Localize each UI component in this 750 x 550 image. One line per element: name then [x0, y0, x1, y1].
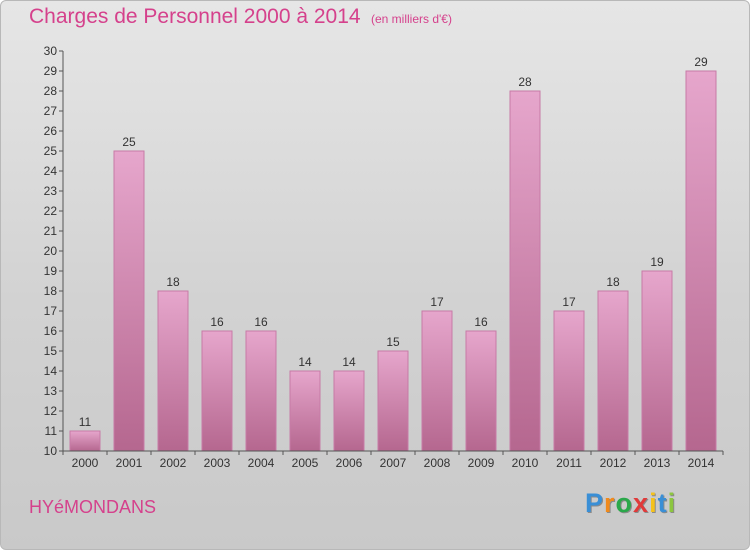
x-tick-label: 2014: [688, 456, 715, 470]
bar-2011: [553, 310, 585, 452]
x-tick-label: 2000: [72, 456, 99, 470]
logo-letter: x: [633, 488, 650, 518]
bar-value-label: 16: [474, 315, 488, 329]
y-tick-label: 30: [44, 44, 58, 58]
x-tick-label: 2011: [556, 456, 582, 470]
y-tick-label: 17: [44, 304, 58, 318]
logo-letter: t: [657, 488, 668, 518]
y-tick-label: 26: [44, 124, 58, 138]
bar-2000: [69, 430, 101, 452]
bar-2003: [201, 330, 233, 452]
y-tick-label: 19: [44, 264, 58, 278]
y-tick-label: 23: [44, 184, 58, 198]
bar-value-label: 29: [694, 55, 708, 69]
logo-letter: r: [604, 488, 616, 518]
y-tick-label: 12: [44, 404, 58, 418]
y-tick-label: 22: [44, 204, 58, 218]
y-tick-label: 18: [44, 284, 58, 298]
x-tick-label: 2006: [336, 456, 363, 470]
x-tick-label: 2008: [424, 456, 451, 470]
bar-value-label: 17: [430, 295, 444, 309]
bar-2008: [421, 310, 453, 452]
x-tick-label: 2010: [512, 456, 539, 470]
y-tick-label: 11: [45, 424, 58, 438]
proxiti-logo[interactable]: Proxiti: [585, 488, 676, 519]
bar-2004: [245, 330, 277, 452]
y-tick-label: 16: [44, 324, 58, 338]
y-tick-label: 28: [44, 84, 58, 98]
bar-2006: [333, 370, 365, 452]
bar-value-label: 14: [342, 355, 356, 369]
x-tick-label: 2001: [116, 456, 143, 470]
x-tick-label: 2007: [380, 456, 407, 470]
bar-2013: [641, 270, 673, 452]
bar-2010: [509, 90, 541, 452]
logo-letter: P: [585, 488, 605, 518]
bar-value-label: 15: [386, 335, 400, 349]
bar-2009: [465, 330, 497, 452]
bar-value-label: 18: [606, 275, 620, 289]
logo-letter: i: [667, 488, 677, 518]
x-axis: 2000 2001 2002 2003 2004 2005 2006 2007 2008 2009…: [62, 450, 724, 470]
bar-value-label: 18: [166, 275, 180, 289]
y-tick-label: 20: [44, 244, 58, 258]
y-tick-label: 15: [44, 344, 58, 358]
x-tick-label: 2004: [248, 456, 275, 470]
bar-2014: [685, 70, 717, 452]
y-tick-label: 21: [44, 224, 58, 238]
bar-value-label: 19: [650, 255, 664, 269]
bar-2001: [113, 150, 145, 452]
y-tick-label: 10: [44, 444, 58, 458]
y-tick-label: 29: [44, 64, 58, 78]
x-tick-label: 2009: [468, 456, 495, 470]
x-tick-label: 2012: [600, 456, 627, 470]
y-tick-label: 25: [44, 144, 58, 158]
bars: 11 25 18 16 16 14 14 15 17 16 28 17 18 19 29: [69, 55, 717, 452]
logo-letter: o: [615, 488, 634, 518]
bar-2002: [157, 290, 189, 452]
x-tick-label: 2003: [204, 456, 231, 470]
logo-letter: i: [649, 488, 658, 518]
bar-value-label: 16: [254, 315, 268, 329]
bar-value-label: 28: [518, 75, 532, 89]
bar-value-label: 11: [79, 415, 92, 429]
bar-2007: [377, 350, 409, 452]
chart-subtitle: (en milliers d'€): [371, 12, 452, 26]
bar-value-label: 16: [210, 315, 224, 329]
bar-value-label: 17: [562, 295, 576, 309]
x-tick-label: 2013: [644, 456, 671, 470]
y-tick-label: 13: [44, 384, 58, 398]
y-tick-label: 24: [44, 164, 58, 178]
x-tick-label: 2002: [160, 456, 187, 470]
bar-value-label: 14: [298, 355, 312, 369]
bar-value-label: 25: [122, 135, 136, 149]
chart-title: Charges de Personnel 2000 à 2014: [29, 5, 361, 28]
bar-2005: [289, 370, 321, 452]
bar-2012: [597, 290, 629, 452]
y-tick-label: 14: [44, 364, 58, 378]
y-axis: 10 11 12 13 14 15 16 17 18 19 20 21 22 23 24 25 26 27 28 29…: [44, 44, 64, 458]
x-tick-label: 2005: [292, 456, 319, 470]
y-tick-label: 27: [44, 104, 58, 118]
commune-name: HYéMONDANS: [29, 497, 157, 517]
